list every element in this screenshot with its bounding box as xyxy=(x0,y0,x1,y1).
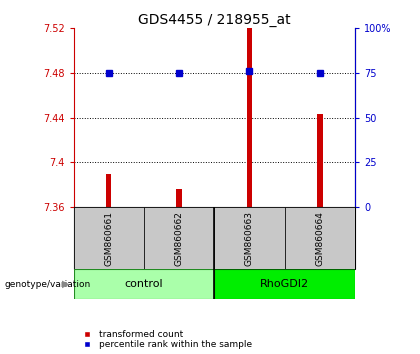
Bar xyxy=(176,189,182,207)
Bar xyxy=(247,27,252,207)
Title: GDS4455 / 218955_at: GDS4455 / 218955_at xyxy=(138,13,291,27)
FancyBboxPatch shape xyxy=(285,207,355,269)
Legend: transformed count, percentile rank within the sample: transformed count, percentile rank withi… xyxy=(78,330,252,349)
Bar xyxy=(317,114,323,207)
Text: genotype/variation: genotype/variation xyxy=(4,280,90,289)
FancyBboxPatch shape xyxy=(214,207,285,269)
Text: ▶: ▶ xyxy=(62,279,70,289)
Text: GSM860662: GSM860662 xyxy=(175,211,184,266)
FancyBboxPatch shape xyxy=(74,207,355,269)
Text: GSM860661: GSM860661 xyxy=(104,211,113,266)
FancyBboxPatch shape xyxy=(74,207,144,269)
Text: control: control xyxy=(125,279,163,289)
FancyBboxPatch shape xyxy=(144,207,214,269)
Bar xyxy=(106,173,111,207)
Text: GSM860664: GSM860664 xyxy=(315,211,324,266)
FancyBboxPatch shape xyxy=(214,269,355,299)
FancyBboxPatch shape xyxy=(74,269,214,299)
Text: GSM860663: GSM860663 xyxy=(245,211,254,266)
Text: RhoGDI2: RhoGDI2 xyxy=(260,279,309,289)
